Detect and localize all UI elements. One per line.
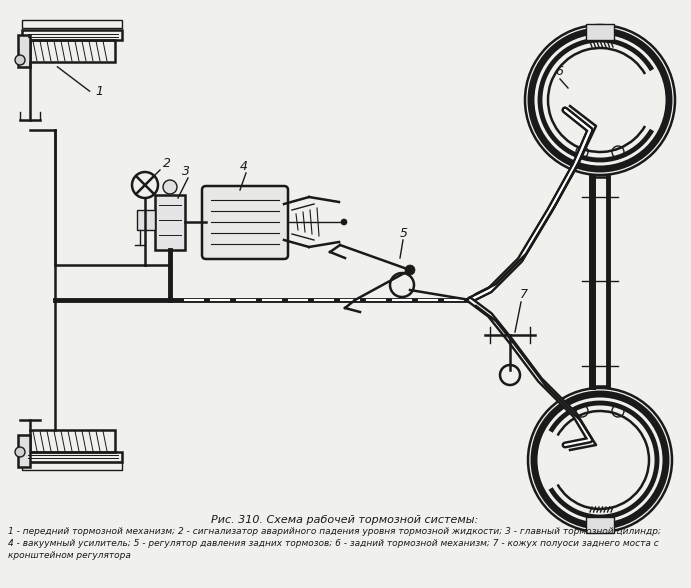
Circle shape <box>341 219 347 225</box>
Text: 6: 6 <box>555 65 563 78</box>
Text: кронштейном регулятора: кронштейном регулятора <box>8 551 131 560</box>
Text: 5: 5 <box>400 227 408 240</box>
Text: Рис. 310. Схема рабочей тормозной системы:: Рис. 310. Схема рабочей тормозной систем… <box>211 515 479 525</box>
Circle shape <box>15 55 25 65</box>
Bar <box>586 517 614 533</box>
Bar <box>586 24 614 40</box>
Bar <box>155 195 185 250</box>
Bar <box>22 30 122 40</box>
Circle shape <box>163 180 177 194</box>
Text: 2: 2 <box>163 157 171 170</box>
Text: 3: 3 <box>182 165 190 178</box>
Bar <box>18 435 30 467</box>
FancyBboxPatch shape <box>202 186 288 259</box>
Bar <box>22 462 122 470</box>
Bar <box>22 452 122 462</box>
Text: 4: 4 <box>240 160 248 173</box>
Bar <box>22 20 122 28</box>
Text: 4 - вакуумный усилитель; 5 - регулятор давления задних тормозов; 6 - задний торм: 4 - вакуумный усилитель; 5 - регулятор д… <box>8 539 659 548</box>
Text: 7: 7 <box>520 288 528 301</box>
Bar <box>137 210 155 230</box>
Text: 1: 1 <box>95 85 103 98</box>
Bar <box>30 430 115 452</box>
Bar <box>18 35 30 67</box>
Bar <box>30 40 115 62</box>
Circle shape <box>15 447 25 457</box>
Text: 1 - передний тормозной механизм; 2 - сигнализатор аварийного падения уровня торм: 1 - передний тормозной механизм; 2 - сиг… <box>8 527 661 536</box>
Circle shape <box>405 265 415 275</box>
